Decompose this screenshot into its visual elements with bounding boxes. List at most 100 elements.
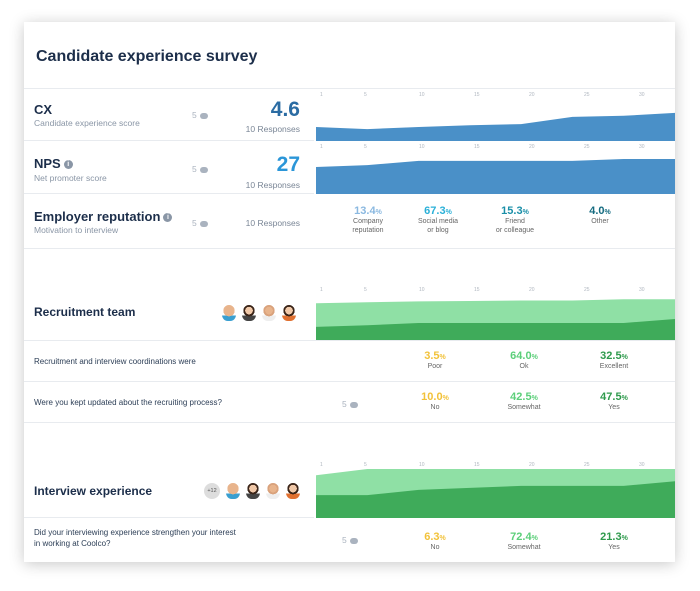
axis-ticks: 1 5 10 15 20 25 30: [316, 142, 675, 152]
trend-area: [316, 112, 675, 141]
stat-value: 3.5%: [390, 350, 480, 362]
question-text: Recruitment and interview coordinations …: [34, 357, 196, 366]
comment-icon: [199, 220, 208, 227]
comment-count[interactable]: 5: [342, 399, 358, 409]
stat-item: 10.0% No: [390, 391, 480, 412]
axis-tick: 15: [474, 462, 480, 468]
axis-tick: 20: [529, 144, 535, 150]
metric-row-cx[interactable]: CX Candidate experience score 5 4.6 10 R…: [24, 90, 675, 141]
divider: [24, 140, 314, 141]
response-count: 10 Responses: [245, 218, 300, 228]
avatar-group[interactable]: [222, 305, 296, 321]
metric-title-wrap: NPS i: [34, 156, 73, 171]
axis-tick: 15: [474, 287, 480, 293]
axis-tick: 10: [419, 92, 425, 98]
stat-number: 64.0: [510, 350, 532, 362]
stat-label: Somewhat: [507, 544, 541, 551]
stat-label: Ok: [519, 363, 529, 370]
divider: [24, 422, 675, 423]
avatar-woman[interactable]: [266, 483, 280, 499]
response-count: 10 Responses: [245, 180, 300, 190]
comment-icon: [199, 112, 208, 119]
divider: [24, 340, 675, 341]
stat-number: 21.3: [600, 531, 622, 543]
more-avatars-badge[interactable]: +12: [204, 483, 220, 499]
stat-value: 4.0%: [555, 205, 645, 217]
trend-area-dark: [316, 481, 675, 518]
axis-tick: 15: [474, 92, 480, 98]
comment-icon: [349, 537, 358, 544]
stat-unit: %: [621, 535, 628, 542]
stat-number: 15.3: [501, 205, 523, 217]
axis-ticks: 1 5 10 15 20 25 30: [316, 460, 675, 470]
comment-count[interactable]: 5: [192, 110, 208, 120]
axis-tick: 25: [584, 144, 590, 150]
stat-value: 42.5%: [479, 391, 569, 403]
stat-value: 13.4%: [323, 205, 413, 217]
stat-value: 6.3%: [390, 531, 480, 543]
stat-label: reputation: [352, 227, 384, 234]
cx-trend-chart: 1 5 10 15 20 25 30: [316, 90, 675, 141]
stat-label: Somewhat: [507, 404, 541, 411]
question-row[interactable]: Were you kept updated about the recruiti…: [24, 383, 675, 423]
stat-item: 67.3% Social media or blog: [393, 205, 483, 235]
comment-count[interactable]: 5: [192, 218, 208, 228]
axis-tick: 30: [639, 287, 645, 293]
stat-value: 47.5%: [569, 391, 659, 403]
metric-row-employer-reputation[interactable]: Employer reputation i Motivation to inter…: [24, 195, 675, 249]
stat-unit: %: [621, 395, 628, 402]
question-row[interactable]: Recruitment and interview coordinations …: [24, 342, 675, 382]
stat-number: 10.0: [421, 391, 443, 403]
axis-ticks: 1 5 10 15 20 25 30: [316, 285, 675, 295]
section-title: Recruitment team: [34, 305, 136, 319]
metric-row-nps[interactable]: NPS i Net promoter score 5 27 10 Response…: [24, 142, 675, 194]
axis-tick: 5: [364, 144, 367, 150]
stat-label: or blog: [427, 227, 449, 234]
info-icon[interactable]: i: [63, 160, 73, 170]
stat-number: 6.3: [424, 531, 440, 543]
metric-score: 27: [276, 153, 300, 176]
stat-label: Social media: [417, 218, 459, 225]
question-text: Were you kept updated about the recruiti…: [34, 398, 222, 407]
stat-unit: %: [442, 395, 449, 402]
avatar-man[interactable]: [226, 483, 240, 499]
axis-tick: 30: [639, 144, 645, 150]
axis-tick: 1: [320, 92, 323, 98]
avatar-man[interactable]: [282, 305, 296, 321]
comment-count-value: 5: [342, 399, 347, 409]
comment-count[interactable]: 5: [342, 535, 358, 545]
avatar-woman[interactable]: [246, 483, 260, 499]
stat-label: No: [430, 544, 440, 551]
comment-count-value: 5: [192, 110, 197, 120]
stat-unit: %: [375, 209, 382, 216]
axis-tick: 10: [419, 144, 425, 150]
trend-area-dark: [316, 319, 675, 341]
info-icon[interactable]: i: [163, 213, 173, 223]
comment-count-value: 5: [192, 218, 197, 228]
comment-count-value: 5: [342, 535, 347, 545]
section-interview-experience[interactable]: Interview experience +12 1 5 10 15 20 25 30: [24, 460, 675, 518]
axis-tick: 20: [529, 92, 535, 98]
recruitment-trend-chart: 1 5 10 15 20 25 30: [316, 285, 675, 341]
stat-number: 4.0: [589, 205, 605, 217]
stat-label: Company: [353, 218, 383, 225]
axis-tick: 10: [419, 287, 425, 293]
comment-count[interactable]: 5: [192, 164, 208, 174]
axis-tick: 1: [320, 462, 323, 468]
stat-number: 3.5: [424, 350, 440, 362]
metric-score: 4.6: [270, 98, 300, 121]
avatar-group[interactable]: +12: [204, 483, 300, 499]
comment-icon: [199, 166, 208, 173]
stat-unit: %: [445, 209, 452, 216]
stat-value: 15.3%: [470, 205, 560, 217]
avatar-woman[interactable]: [262, 305, 276, 321]
avatar-woman[interactable]: [242, 305, 256, 321]
avatar-man[interactable]: [222, 305, 236, 321]
question-row[interactable]: Did your interviewing experience strengt…: [24, 519, 675, 562]
axis-ticks: 1 5 10 15 20 25 30: [316, 90, 675, 100]
axis-tick: 5: [364, 92, 367, 98]
section-recruitment-team[interactable]: Recruitment team 1 5 10 15 20 25 30: [24, 285, 675, 341]
avatar-man[interactable]: [286, 483, 300, 499]
stat-unit: %: [531, 354, 538, 361]
response-count: 10 Responses: [245, 124, 300, 134]
